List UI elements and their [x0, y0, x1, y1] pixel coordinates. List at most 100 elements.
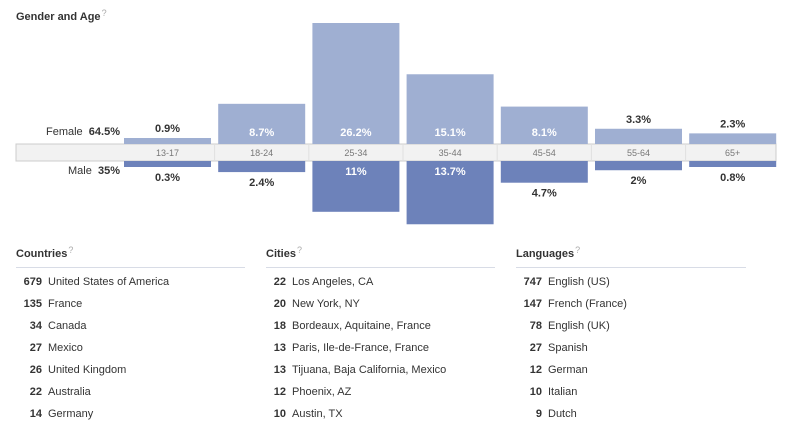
- female-percent: 64.5%: [88, 126, 120, 138]
- help-icon[interactable]: ?: [101, 8, 107, 18]
- list-item: 22 Australia: [16, 385, 245, 407]
- item-count: 27: [529, 342, 542, 354]
- male-data-label: 0.3%: [155, 172, 180, 184]
- item-count: 20: [273, 298, 286, 310]
- list-item: 10 Italian: [516, 385, 746, 407]
- item-name: Paris, Ile-de-France, France: [292, 342, 429, 354]
- list-item: 12 German: [516, 363, 746, 385]
- item-name: Italian: [548, 386, 578, 398]
- category-tick-label: 45-54: [533, 148, 556, 158]
- male-data-label: 0.8%: [720, 172, 745, 184]
- male-data-label: 2%: [631, 175, 647, 187]
- male-data-label: 13.7%: [434, 166, 465, 178]
- category-tick-label: 18-24: [250, 148, 273, 158]
- cities-header: Cities?: [266, 245, 495, 268]
- category-tick-label: 35-44: [439, 148, 462, 158]
- female-data-label: 26.2%: [340, 127, 371, 139]
- chart-title-text: Gender and Age: [16, 11, 101, 23]
- axis-band: [15, 143, 777, 162]
- list-item: 13 Tijuana, Baja California, Mexico: [266, 363, 495, 385]
- female-data-label: 15.1%: [434, 127, 465, 139]
- female-bar: [500, 106, 588, 144]
- item-count: 9: [535, 408, 542, 420]
- item-name: Australia: [48, 386, 91, 398]
- cities-title: Cities: [266, 248, 296, 260]
- countries-header: Countries?: [16, 245, 245, 268]
- item-count: 747: [523, 276, 542, 288]
- help-icon[interactable]: ?: [296, 245, 302, 255]
- help-icon[interactable]: ?: [68, 245, 74, 255]
- chart-title: Gender and Age?: [16, 8, 107, 23]
- female-data-label: 8.1%: [532, 127, 557, 139]
- female-data-label: 8.7%: [249, 127, 274, 139]
- item-count: 22: [273, 276, 286, 288]
- item-name: German: [548, 364, 588, 376]
- female-data-label: 2.3%: [720, 118, 745, 130]
- item-name: United States of America: [48, 276, 170, 288]
- category-tick-label: 55-64: [627, 148, 650, 158]
- item-name: English (UK): [548, 320, 610, 332]
- male-bar: [500, 161, 588, 183]
- countries-list: Countries? 679 United States of America 13…: [16, 245, 245, 429]
- cities-list: Cities? 22 Los Angeles, CA 20 New York, NY 1…: [266, 245, 495, 429]
- list-item: 18 Bordeaux, Aquitaine, France: [266, 319, 495, 341]
- item-name: Phoenix, AZ: [292, 386, 352, 398]
- list-item: 27 Spanish: [516, 341, 746, 363]
- item-count: 34: [29, 320, 42, 332]
- item-count: 12: [529, 364, 542, 376]
- item-count: 679: [23, 276, 42, 288]
- item-name: Germany: [48, 408, 94, 420]
- item-name: Tijuana, Baja California, Mexico: [292, 364, 447, 376]
- male-bar: [312, 161, 400, 212]
- item-count: 27: [29, 342, 42, 354]
- list-item: 13 Paris, Ile-de-France, France: [266, 341, 495, 363]
- item-count: 14: [29, 408, 42, 420]
- item-name: New York, NY: [292, 298, 360, 310]
- languages-list: Languages? 747 English (US) 147 French (Fra…: [516, 245, 746, 429]
- item-name: Mexico: [48, 342, 83, 354]
- list-item: 147 French (France): [516, 297, 746, 319]
- male-label: Male: [68, 165, 92, 177]
- category-tick-label: 25-34: [344, 148, 367, 158]
- list-item: 14 Germany: [16, 407, 245, 429]
- list-item: 22 Los Angeles, CA: [266, 275, 495, 297]
- item-count: 12: [273, 386, 286, 398]
- item-name: United Kingdom: [48, 364, 127, 376]
- item-name: Canada: [48, 320, 87, 332]
- category-tick-label: 13-17: [156, 148, 179, 158]
- item-count: 78: [529, 320, 542, 332]
- male-data-label: 4.7%: [532, 188, 557, 200]
- list-item: 20 New York, NY: [266, 297, 495, 319]
- list-item: 747 English (US): [516, 275, 746, 297]
- male-row-label: Male 35%: [0, 165, 120, 177]
- languages-title: Languages: [516, 248, 575, 260]
- gender-age-chart: 0.9% 0.3% 13-17 8.7% 2.4% 18-24 26.2% 11% 25-34 1…: [0, 23, 777, 225]
- item-count: 13: [273, 342, 286, 354]
- female-bar: [218, 103, 306, 144]
- male-data-label: 2.4%: [249, 177, 274, 189]
- chart-svg: 0.9% 0.3% 13-17 8.7% 2.4% 18-24 26.2% 11% 25-34 1…: [15, 23, 777, 225]
- male-percent: 35%: [97, 165, 120, 177]
- item-count: 10: [273, 408, 286, 420]
- item-name: Dutch: [548, 408, 577, 420]
- item-name: English (US): [548, 276, 610, 288]
- female-data-label: 0.9%: [155, 123, 180, 135]
- countries-title: Countries: [16, 248, 68, 260]
- male-bar: [124, 161, 211, 167]
- help-icon[interactable]: ?: [575, 245, 581, 255]
- female-bar: [312, 23, 400, 144]
- item-name: Bordeaux, Aquitaine, France: [292, 320, 431, 332]
- female-data-label: 3.3%: [626, 114, 651, 126]
- list-item: 34 Canada: [16, 319, 245, 341]
- item-name: France: [48, 298, 83, 310]
- list-item: 27 Mexico: [16, 341, 245, 363]
- item-count: 10: [529, 386, 542, 398]
- male-bar: [595, 161, 682, 171]
- list-item: 10 Austin, TX: [266, 407, 495, 429]
- female-row-label: Female 64.5%: [0, 126, 120, 138]
- list-item: 26 United Kingdom: [16, 363, 245, 385]
- male-bar: [689, 161, 777, 167]
- item-count: 18: [273, 320, 286, 332]
- female-bar: [406, 74, 494, 144]
- list-item: 9 Dutch: [516, 407, 746, 429]
